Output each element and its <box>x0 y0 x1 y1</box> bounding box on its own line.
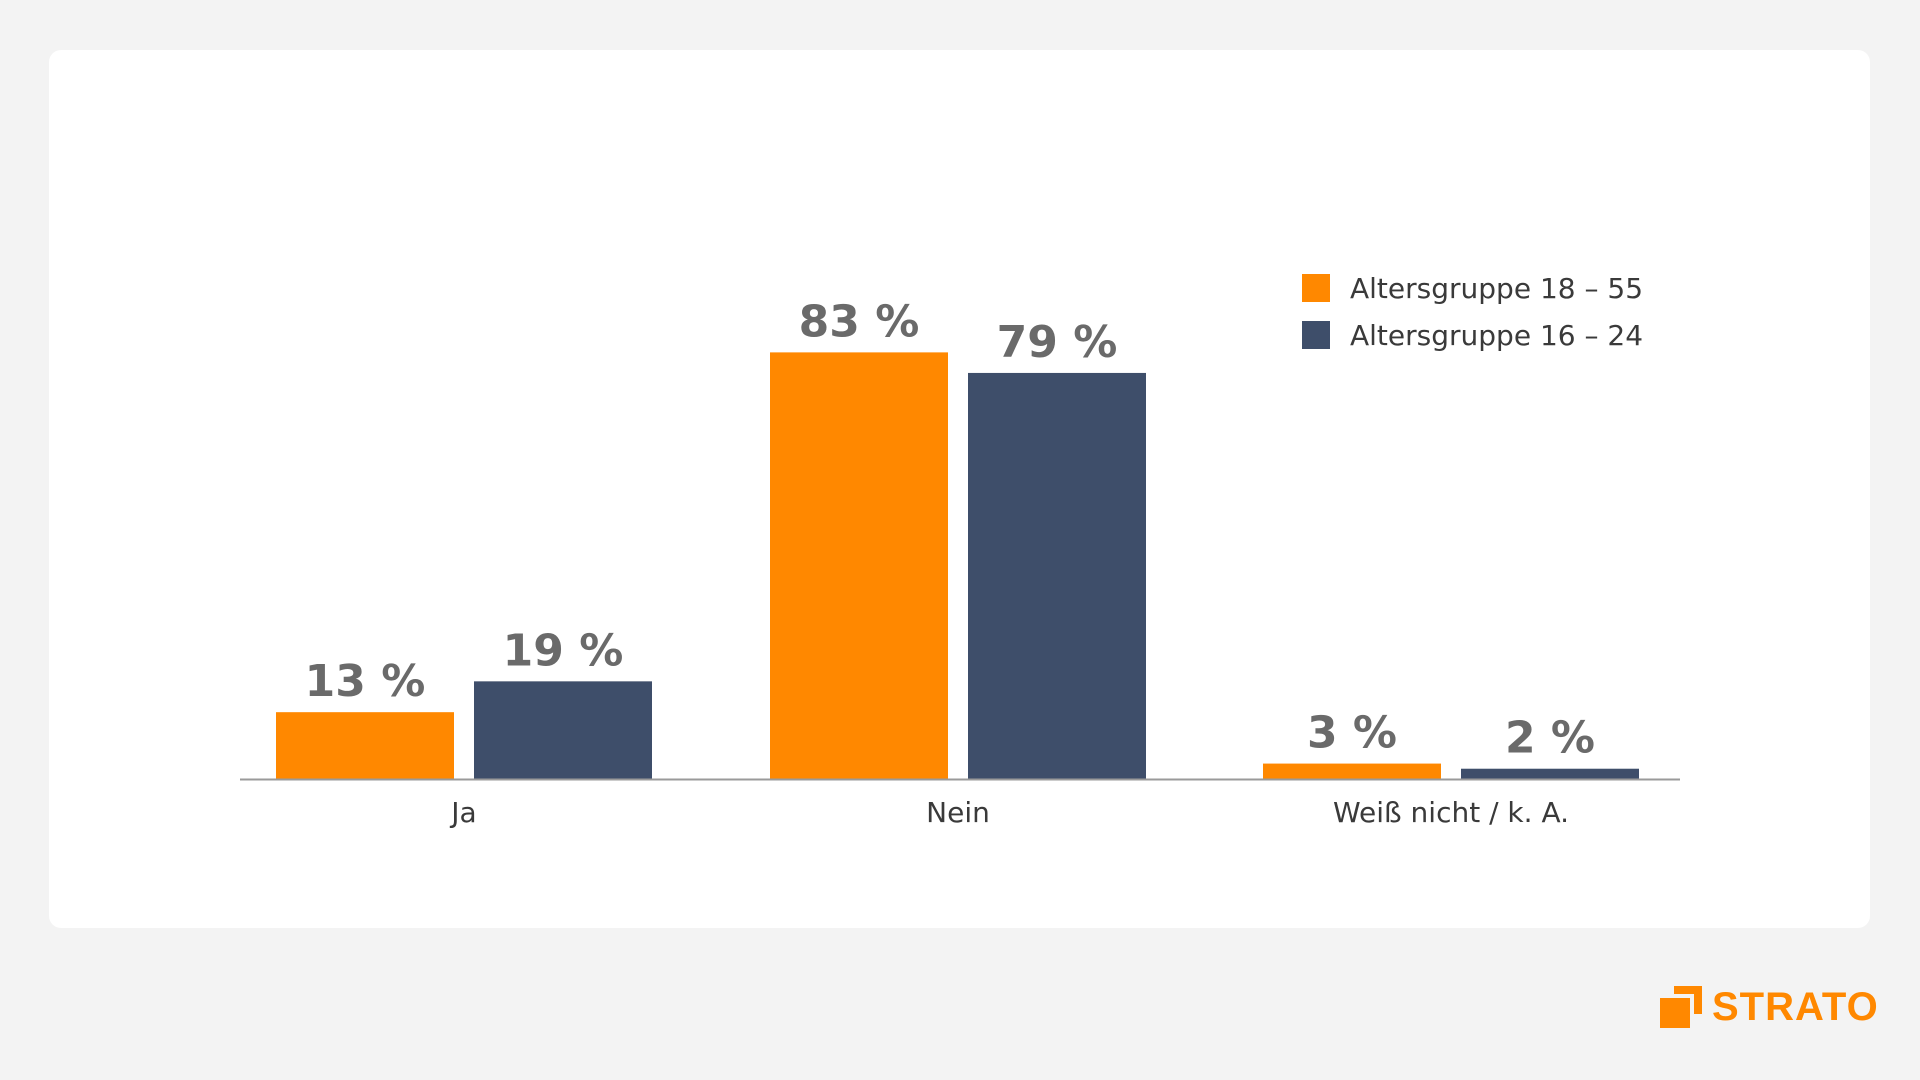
category-label-2: Weiß nicht / k. A. <box>1333 796 1569 829</box>
legend-swatch-0 <box>1302 274 1330 302</box>
data-label-1-0: 83 % <box>799 296 920 347</box>
bar-1-1 <box>968 372 1146 779</box>
data-label-2-0: 3 % <box>1307 708 1397 759</box>
data-label-2-1: 2 % <box>1505 713 1595 764</box>
strato-logo-icon <box>1660 986 1702 1028</box>
bar-0-0 <box>276 712 454 779</box>
strato-logo-text: STRATO <box>1712 984 1879 1029</box>
category-label-0: Ja <box>449 796 476 829</box>
legend-label-0: Altersgruppe 18 – 55 <box>1350 272 1643 305</box>
bar-2-1 <box>1461 768 1639 779</box>
legend-label-1: Altersgruppe 16 – 24 <box>1350 319 1643 352</box>
bar-2-0 <box>1263 763 1441 779</box>
bar-1-0 <box>770 352 948 779</box>
data-label-0-1: 19 % <box>503 625 624 676</box>
legend-swatch-1 <box>1302 321 1330 349</box>
bar-0-1 <box>474 681 652 779</box>
strato-logo: STRATO <box>1660 982 1879 1032</box>
category-label-1: Nein <box>926 796 990 829</box>
data-label-0-0: 13 % <box>305 656 426 707</box>
chart-card <box>49 50 1870 928</box>
data-label-1-1: 79 % <box>997 317 1118 368</box>
